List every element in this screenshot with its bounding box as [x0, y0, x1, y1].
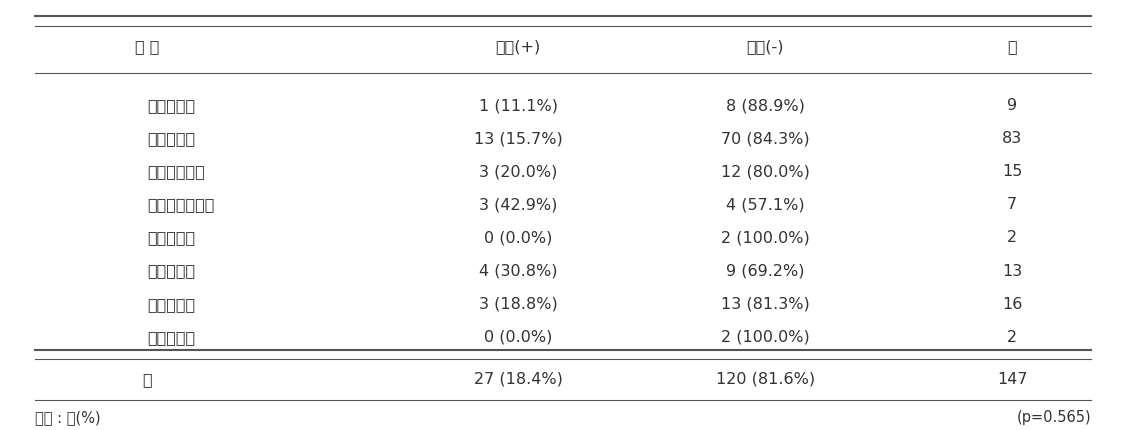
Text: 2: 2 [1008, 230, 1018, 246]
Text: 단위 : 명(%): 단위 : 명(%) [35, 410, 100, 425]
Text: 항체(-): 항체(-) [747, 39, 784, 54]
Text: 8 (88.9%): 8 (88.9%) [726, 98, 805, 113]
Text: 계: 계 [143, 372, 152, 387]
Text: 83: 83 [1002, 131, 1022, 146]
Text: 70 (84.3%): 70 (84.3%) [721, 131, 810, 146]
Text: 12 (80.0%): 12 (80.0%) [721, 164, 810, 179]
Text: 2 (100.0%): 2 (100.0%) [721, 230, 810, 246]
Text: 9: 9 [1008, 98, 1018, 113]
Text: 원주연세대의대: 원주연세대의대 [148, 197, 215, 212]
Text: 계: 계 [1008, 39, 1017, 54]
Text: 4 (57.1%): 4 (57.1%) [726, 197, 804, 212]
Text: 147: 147 [997, 372, 1028, 387]
Text: 9 (69.2%): 9 (69.2%) [726, 264, 804, 279]
Text: 학 교: 학 교 [135, 39, 160, 54]
Text: 0 (0.0%): 0 (0.0%) [484, 330, 552, 345]
Text: 13 (15.7%): 13 (15.7%) [474, 131, 563, 146]
Text: 120 (81.6%): 120 (81.6%) [716, 372, 815, 387]
Text: 3 (20.0%): 3 (20.0%) [479, 164, 557, 179]
Text: 순천향대의대: 순천향대의대 [148, 164, 205, 179]
Text: 계명대의대: 계명대의대 [148, 131, 196, 146]
Text: 16: 16 [1002, 297, 1022, 312]
Text: 원광대의대: 원광대의대 [148, 230, 196, 246]
Text: (p=0.565): (p=0.565) [1017, 410, 1091, 425]
Text: 15: 15 [1002, 164, 1022, 179]
Text: 7: 7 [1008, 197, 1018, 212]
Text: 관동대의대: 관동대의대 [148, 330, 196, 345]
Text: 1 (11.1%): 1 (11.1%) [479, 98, 557, 113]
Text: 3 (42.9%): 3 (42.9%) [479, 197, 557, 212]
Text: 0 (0.0%): 0 (0.0%) [484, 230, 552, 246]
Text: 13: 13 [1002, 264, 1022, 279]
Text: 항체(+): 항체(+) [495, 39, 540, 54]
Text: 건양대의대: 건양대의대 [148, 98, 196, 113]
Text: 4 (30.8%): 4 (30.8%) [479, 264, 557, 279]
Text: 2 (100.0%): 2 (100.0%) [721, 330, 810, 345]
Text: 27 (18.4%): 27 (18.4%) [474, 372, 563, 387]
Text: 2: 2 [1008, 330, 1018, 345]
Text: 13 (81.3%): 13 (81.3%) [721, 297, 810, 312]
Text: 인제대의대: 인제대의대 [148, 297, 196, 312]
Text: 3 (18.8%): 3 (18.8%) [479, 297, 557, 312]
Text: 을지대의대: 을지대의대 [148, 264, 196, 279]
